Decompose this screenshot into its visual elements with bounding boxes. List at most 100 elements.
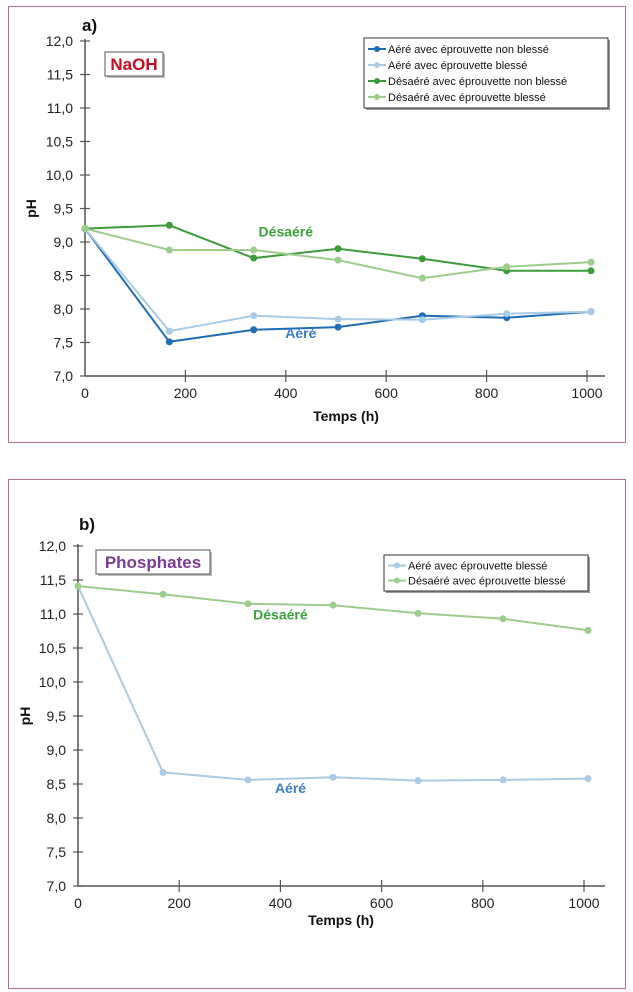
data-point <box>499 615 507 623</box>
data-point <box>584 626 592 634</box>
badge-box <box>95 549 211 575</box>
data-point <box>334 315 342 323</box>
data-point <box>334 323 342 331</box>
data-point <box>250 246 258 254</box>
y-tick-label: 9,5 <box>47 708 67 724</box>
data-point <box>587 267 595 275</box>
x-tick-label: 800 <box>471 895 495 911</box>
y-tick-label: 11,0 <box>40 606 66 622</box>
data-point <box>503 263 511 271</box>
data-point <box>587 308 595 316</box>
data-point <box>414 609 422 617</box>
y-tick-label: 10,0 <box>46 167 73 183</box>
data-point <box>329 773 337 781</box>
annotation-label: Désaéré <box>253 606 308 622</box>
data-point <box>418 255 426 263</box>
annotation-label: Aéré <box>285 325 316 341</box>
data-point <box>418 316 426 324</box>
y-tick-label: 9,0 <box>47 742 67 758</box>
x-axis-label: Temps (h) <box>308 912 374 928</box>
data-point <box>165 338 173 346</box>
annotation-label: Désaéré <box>259 224 314 240</box>
x-tick-label: 600 <box>370 895 394 911</box>
x-tick-label: 400 <box>274 385 298 401</box>
y-tick-label: 9,5 <box>54 201 74 217</box>
legend-box <box>363 37 609 109</box>
y-tick-label: 7,0 <box>47 878 67 894</box>
y-tick-label: 7,0 <box>54 368 74 384</box>
legend-box <box>383 554 589 592</box>
data-point <box>503 310 511 318</box>
y-tick-label: 7,5 <box>54 335 74 351</box>
chart-a-frame <box>8 6 626 443</box>
legend-label: Désaéré avec éprouvette blessé <box>408 576 566 588</box>
data-point <box>499 776 507 784</box>
y-tick-label: 8,0 <box>54 301 74 317</box>
legend-label: Désaéré avec éprouvette blessé <box>388 92 546 104</box>
legend-marker <box>374 62 380 68</box>
data-point <box>329 601 337 609</box>
chart-b-frame <box>8 479 626 989</box>
data-point <box>418 274 426 282</box>
legend-marker <box>374 78 380 84</box>
x-tick-label: 800 <box>475 385 499 401</box>
y-axis-label: pH <box>17 707 33 726</box>
badge-label: NaOH <box>110 55 157 74</box>
badge-label: Phosphates <box>105 553 201 572</box>
x-tick-label: 0 <box>74 895 82 911</box>
x-tick-label: 600 <box>375 385 399 401</box>
legend-marker <box>374 46 380 52</box>
y-axis-label: pH <box>23 199 39 218</box>
x-tick-label: 200 <box>174 385 198 401</box>
y-tick-label: 8,5 <box>47 776 67 792</box>
data-point <box>165 221 173 229</box>
y-tick-label: 9,0 <box>54 234 74 250</box>
panel-label: b) <box>79 515 95 534</box>
panel-label: a) <box>82 16 97 35</box>
data-point <box>250 326 258 334</box>
x-tick-label: 0 <box>81 385 89 401</box>
data-point <box>165 327 173 335</box>
data-point <box>584 775 592 783</box>
legend-marker <box>394 562 400 569</box>
y-tick-label: 10,5 <box>39 640 66 656</box>
data-point <box>244 600 252 608</box>
data-point <box>165 246 173 254</box>
data-point <box>250 254 258 262</box>
data-point <box>74 582 82 590</box>
x-tick-label: 200 <box>168 895 192 911</box>
legend-marker <box>394 577 400 584</box>
legend-marker <box>374 94 380 100</box>
data-point <box>159 590 167 598</box>
data-point <box>334 245 342 253</box>
legend-label: Aéré avec éprouvette blessé <box>408 561 547 573</box>
data-point <box>159 768 167 776</box>
data-point <box>414 777 422 785</box>
data-point <box>244 776 252 784</box>
x-tick-label: 1000 <box>571 385 602 401</box>
annotation-label: Aéré <box>275 780 306 796</box>
y-tick-label: 7,5 <box>47 844 67 860</box>
y-tick-label: 12,0 <box>46 33 73 49</box>
y-tick-label: 8,0 <box>47 810 67 826</box>
x-tick-label: 400 <box>269 895 293 911</box>
y-tick-label: 11,5 <box>47 67 73 83</box>
badge-box <box>104 51 164 77</box>
data-point <box>334 256 342 264</box>
data-point <box>587 258 595 266</box>
y-tick-label: 11,5 <box>40 572 66 588</box>
y-tick-label: 11,0 <box>47 100 73 116</box>
data-point <box>81 225 89 233</box>
legend-label: Aéré avec éprouvette non blessé <box>388 44 549 56</box>
y-tick-label: 10,5 <box>46 134 73 150</box>
series-line-1 <box>77 585 589 782</box>
y-tick-label: 12,0 <box>39 538 66 554</box>
legend-label: Désaéré avec éprouvette non blessé <box>388 76 567 88</box>
data-point <box>250 312 258 320</box>
y-tick-label: 10,0 <box>39 674 66 690</box>
x-axis-label: Temps (h) <box>313 408 379 424</box>
x-tick-label: 1000 <box>568 895 599 911</box>
y-tick-label: 8,5 <box>54 268 74 284</box>
